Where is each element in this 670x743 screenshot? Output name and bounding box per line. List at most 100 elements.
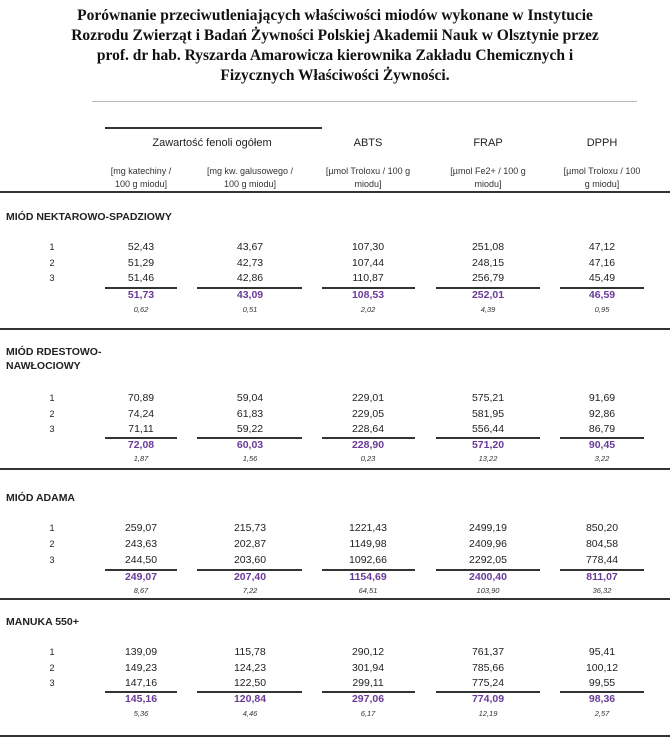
- cell-value: 59,04: [236, 392, 264, 404]
- section-divider: [0, 191, 670, 193]
- sd-value: 1,56: [242, 454, 258, 463]
- cell-value: 202,87: [233, 538, 267, 550]
- mean-value: 811,07: [586, 571, 618, 583]
- sd-value: 0,95: [594, 305, 610, 314]
- replicate-number: 3: [49, 424, 55, 434]
- replicate-number: 2: [49, 663, 55, 673]
- mean-value: 98,36: [588, 693, 616, 705]
- sd-value: 12,19: [478, 709, 498, 718]
- sd-value: 5,36: [133, 709, 149, 718]
- section-heading: MIÓD RDESTOWO-: [6, 346, 102, 358]
- sd-value: 2,57: [594, 709, 610, 718]
- cell-value: 95,41: [588, 646, 616, 658]
- mean-value: 51,73: [127, 289, 155, 301]
- mean-value: 2400,40: [469, 571, 507, 583]
- cell-value: 1092,66: [349, 554, 387, 566]
- sd-value: 4,46: [242, 709, 258, 718]
- cell-value: 59,22: [236, 423, 264, 435]
- title-line: Fizycznych Właściwości Żywności.: [220, 67, 450, 84]
- cell-value: 74,24: [127, 408, 155, 420]
- column-underline: [322, 437, 415, 439]
- cell-value: 139,09: [124, 646, 158, 658]
- cell-value: 581,95: [471, 408, 505, 420]
- mean-value: 252,01: [471, 289, 505, 301]
- column-underline: [436, 287, 540, 289]
- group-header-rule: [105, 127, 322, 129]
- cell-value: 42,73: [236, 257, 264, 269]
- column-underline: [560, 437, 644, 439]
- column-underline: [560, 287, 644, 289]
- cell-value: 850,20: [585, 522, 619, 534]
- replicate-number: 1: [49, 242, 55, 252]
- cell-value: 107,30: [351, 241, 385, 253]
- cell-value: 243,63: [124, 538, 158, 550]
- mean-value: 145,16: [124, 693, 158, 705]
- cell-value: 115,78: [234, 646, 266, 658]
- title-line: prof. dr hab. Ryszarda Amarowicza kierow…: [96, 47, 574, 64]
- sd-value: 4,39: [480, 305, 496, 314]
- mean-value: 571,20: [471, 439, 505, 451]
- sd-value: 2,02: [360, 305, 376, 314]
- cell-value: 299,11: [352, 677, 384, 689]
- column-underline: [560, 569, 644, 571]
- cell-value: 43,67: [236, 241, 264, 253]
- unit-label: g miodu]: [584, 179, 620, 189]
- section-divider: [0, 598, 670, 600]
- cell-value: 301,94: [351, 662, 385, 674]
- cell-value: 100,12: [585, 662, 619, 674]
- cell-value: 61,83: [236, 408, 264, 420]
- column-underline: [105, 437, 177, 439]
- column-underline: [436, 437, 540, 439]
- cell-value: 47,12: [588, 241, 616, 253]
- cell-value: 70,89: [127, 392, 155, 404]
- cell-value: 785,66: [471, 662, 505, 674]
- sd-value: 0,23: [360, 454, 376, 463]
- section-heading: NAWŁOCIOWY: [6, 360, 81, 372]
- mean-value: 1154,69: [349, 571, 387, 583]
- mean-value: 90,45: [588, 439, 616, 451]
- mean-value: 43,09: [236, 289, 264, 301]
- cell-value: 2292,05: [469, 554, 507, 566]
- replicate-number: 3: [49, 273, 55, 283]
- column-underline: [197, 437, 302, 439]
- cell-value: 804,58: [585, 538, 619, 550]
- cell-value: 778,44: [585, 554, 619, 566]
- cell-value: 290,12: [351, 646, 385, 658]
- sd-value: 0,51: [242, 305, 258, 314]
- unit-label: 100 g miodu]: [223, 179, 277, 189]
- cell-value: 149,23: [124, 662, 158, 674]
- section-heading: MIÓD NEKTAROWO-SPADZIOWY: [6, 211, 172, 223]
- column-underline: [560, 691, 644, 693]
- cell-value: 91,69: [588, 392, 616, 404]
- cell-value: 251,08: [471, 241, 505, 253]
- cell-value: 147,16: [124, 677, 158, 689]
- cell-value: 575,21: [471, 392, 505, 404]
- column-underline: [105, 287, 177, 289]
- replicate-number: 2: [49, 409, 55, 419]
- cell-value: 203,60: [233, 554, 267, 566]
- column-underline: [322, 691, 415, 693]
- section-heading: MIÓD ADAMA: [6, 492, 76, 504]
- replicate-number: 3: [49, 555, 55, 565]
- cell-value: 122,50: [233, 677, 267, 689]
- replicate-number: 1: [49, 393, 55, 403]
- mean-value: 60,03: [236, 439, 264, 451]
- cell-value: 110,87: [352, 272, 384, 284]
- header-abts: ABTS: [353, 137, 383, 149]
- mean-value: 108,53: [351, 289, 385, 301]
- cell-value: 52,43: [127, 241, 155, 253]
- header-dpph: DPPH: [586, 137, 618, 149]
- unit-label: miodu]: [354, 179, 382, 189]
- unit-label: [mg katechiny /: [110, 166, 172, 176]
- mean-value: 774,09: [471, 693, 505, 705]
- group-header-phenols: Zawartość fenoli ogółem: [152, 137, 272, 149]
- title-line: Rozrodu Zwierząt i Badań Żywności Polski…: [71, 27, 599, 44]
- unit-label: [µmol Fe2+ / 100 g: [450, 166, 526, 176]
- column-underline: [322, 569, 415, 571]
- sd-value: 0,62: [133, 305, 149, 314]
- cell-value: 229,01: [351, 392, 385, 404]
- mean-value: 120,84: [233, 693, 267, 705]
- mean-value: 72,08: [127, 439, 155, 451]
- replicate-number: 1: [49, 523, 55, 533]
